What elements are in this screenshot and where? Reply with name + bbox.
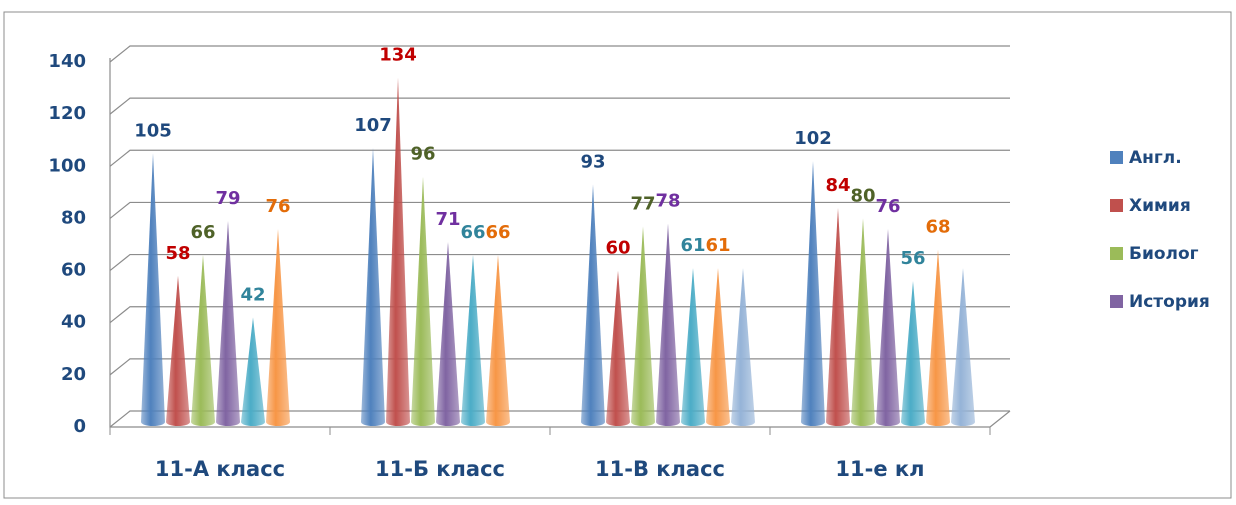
cone [386, 77, 410, 427]
cone [826, 208, 850, 426]
legend-label: Химия [1129, 196, 1191, 216]
cone [411, 176, 435, 426]
cone [436, 241, 460, 426]
data-label: 78 [655, 191, 680, 212]
legend-swatch [1110, 151, 1123, 164]
cone [241, 317, 265, 426]
cone [461, 254, 485, 426]
data-label: 56 [900, 248, 925, 269]
cone [951, 267, 975, 426]
data-label: 84 [825, 175, 850, 196]
grid-line [109, 45, 1010, 63]
legend-label: Биолог [1129, 244, 1199, 264]
data-label: 60 [605, 238, 630, 259]
y-tick-label: 140 [48, 51, 86, 72]
legend-swatch [1110, 199, 1123, 212]
data-label: 76 [265, 196, 290, 217]
data-label: 61 [680, 235, 705, 256]
grid-line [109, 97, 1010, 115]
cone [851, 218, 875, 426]
cone [681, 267, 705, 426]
cone [581, 184, 605, 426]
data-label: 71 [435, 209, 460, 230]
cone [876, 228, 900, 426]
data-label: 80 [850, 185, 875, 206]
cone [361, 148, 385, 427]
x-tick-label: 11-Б класс [375, 457, 505, 481]
cone [731, 267, 755, 426]
legend-swatch [1110, 247, 1123, 260]
data-label: 96 [410, 144, 435, 165]
cone [901, 281, 925, 426]
grid-line [109, 201, 1010, 219]
cone [141, 153, 165, 426]
data-label: 68 [925, 217, 950, 238]
legend-label: История [1129, 292, 1210, 312]
cone [166, 275, 190, 426]
data-label: 134 [379, 45, 417, 66]
cone [706, 267, 730, 426]
cone [486, 254, 510, 426]
y-tick-label: 60 [61, 260, 86, 281]
cone [191, 254, 215, 426]
y-tick-label: 100 [48, 155, 86, 176]
data-label: 66 [190, 222, 215, 243]
legend-label: Англ. [1129, 148, 1182, 168]
cone [631, 226, 655, 426]
x-tick-label: 11-А класс [155, 457, 285, 481]
grid-line [109, 149, 1010, 167]
data-label: 66 [460, 222, 485, 243]
y-tick-label: 80 [61, 207, 86, 228]
cone [266, 228, 290, 426]
data-label: 105 [134, 120, 172, 141]
y-tick-label: 20 [61, 364, 86, 385]
legend-swatch [1110, 295, 1123, 308]
x-tick-label: 11-е кл [835, 457, 924, 481]
data-label: 107 [354, 115, 392, 136]
cone [926, 249, 950, 426]
data-label: 61 [705, 235, 730, 256]
x-tick-label: 11-В класс [595, 457, 725, 481]
data-label: 76 [875, 196, 900, 217]
y-tick-label: 120 [48, 103, 86, 124]
y-tick-label: 40 [61, 312, 86, 333]
data-label: 58 [165, 243, 190, 264]
data-label: 93 [580, 152, 605, 173]
data-label: 66 [485, 222, 510, 243]
cone [656, 223, 680, 426]
data-label: 79 [215, 188, 240, 209]
cone [801, 161, 825, 427]
data-label: 102 [794, 128, 832, 149]
cone [606, 270, 630, 426]
y-tick-label: 0 [73, 416, 86, 437]
data-label: 77 [630, 193, 655, 214]
grid-line [109, 253, 1010, 272]
cone [216, 221, 240, 426]
data-label: 42 [240, 285, 265, 306]
